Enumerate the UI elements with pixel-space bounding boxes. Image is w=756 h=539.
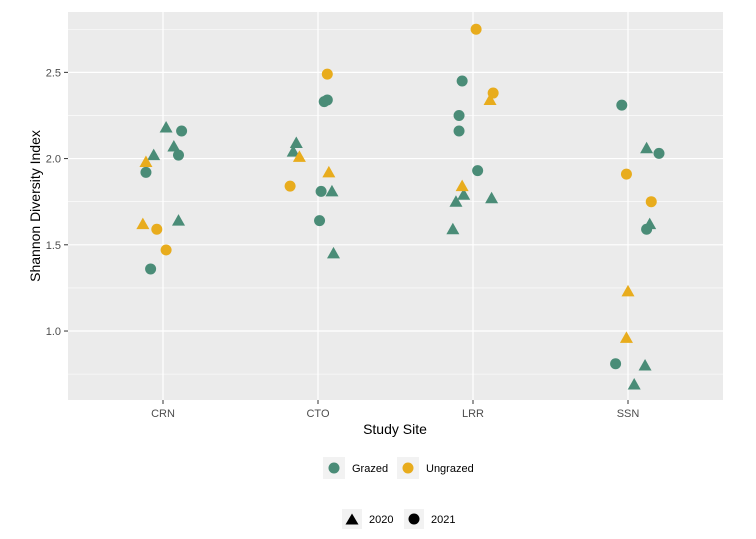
data-point-grazed-2021-cto [315, 185, 327, 197]
x-tick-label: CRN [151, 408, 175, 420]
data-point-grazed-2021-ssn [653, 147, 665, 159]
data-point-grazed-2020-cto [289, 136, 303, 149]
data-point-grazed-2020-crn [172, 214, 185, 226]
data-point-ungrazed-2020-crn [139, 155, 153, 168]
y-tick-label: 2.0 [46, 154, 61, 166]
data-point-grazed-2020-lrr [457, 188, 471, 200]
data-point-grazed-2021-crn [173, 149, 184, 161]
data-point-ungrazed-2020-lrr [483, 93, 497, 105]
legend-shape: 2020 2021 [342, 509, 455, 529]
x-tick-label: CTO [306, 408, 329, 420]
data-point-ungrazed-2020-cto [292, 150, 306, 162]
data-point-grazed-2021-crn [145, 263, 157, 275]
y-tick-label: 1.5 [46, 240, 61, 252]
data-point-grazed-2020-ssn [627, 377, 641, 390]
data-point-grazed-2021-cto [314, 215, 326, 227]
data-point-grazed-2021-ssn [616, 99, 628, 111]
data-point-ungrazed-2020-ssn [619, 331, 633, 343]
data-point-grazed-2020-lrr [485, 191, 499, 204]
x-tick-label: LRR [462, 408, 484, 420]
y-tick-label: 2.5 [46, 67, 61, 79]
data-point-grazed-2020-ssn [640, 141, 654, 154]
data-point-ungrazed-2021-cto [284, 180, 296, 192]
x-tick-label: SSN [617, 408, 640, 420]
data-point-grazed-2021-lrr [453, 109, 465, 121]
data-point-grazed-2020-crn [147, 148, 161, 161]
data-point-ungrazed-2021-crn [151, 223, 163, 235]
data-point-grazed-2021-cto [321, 94, 333, 106]
data-point-grazed-2021-ssn [610, 358, 622, 370]
data-point-ungrazed-2021-ssn [645, 196, 657, 208]
y-axis: 1.0 1.5 2.0 2.5 [46, 67, 68, 338]
data-point-grazed-2020-cto [286, 145, 300, 157]
legend-swatch-ungrazed [402, 462, 414, 474]
data-point-ungrazed-2021-lrr [487, 87, 499, 99]
data-point-grazed-2020-crn [167, 140, 181, 152]
data-point-grazed-2021-crn [176, 125, 188, 137]
data-point-grazed-2021-lrr [456, 75, 468, 87]
data-point-ungrazed-2021-cto [321, 68, 333, 80]
x-axis-title: Study Site [363, 421, 427, 437]
data-point-ungrazed-2021-ssn [620, 168, 632, 180]
data-point-grazed-2020-cto [325, 184, 339, 197]
legend-swatch-grazed [328, 462, 340, 474]
data-point-ungrazed-2020-ssn [621, 284, 635, 297]
legend-swatch-2020 [345, 513, 359, 525]
data-point-grazed-2020-crn [159, 121, 173, 133]
legend-color: Grazed Ungrazed [323, 457, 474, 479]
data-point-grazed-2021-ssn [641, 223, 653, 235]
data-point-ungrazed-2021-lrr [470, 23, 482, 35]
legend-label-grazed: Grazed [352, 463, 388, 475]
data-point-grazed-2020-lrr [446, 222, 460, 235]
data-point-ungrazed-2021-crn [160, 244, 172, 256]
plot-panel [68, 12, 723, 400]
y-tick-label: 1.0 [46, 326, 61, 338]
y-axis-title: Shannon Diversity Index [27, 130, 43, 282]
legend-label-2021: 2021 [431, 514, 455, 526]
legend-swatch-2021 [408, 513, 420, 525]
data-point-grazed-2020-cto [327, 246, 340, 259]
data-point-grazed-2021-lrr [453, 125, 465, 137]
data-point-grazed-2021-lrr [472, 165, 484, 177]
data-point-grazed-2020-ssn [638, 359, 652, 371]
data-point-ungrazed-2020-lrr [455, 179, 469, 192]
data-point-ungrazed-2020-cto [322, 165, 336, 178]
points-layer [136, 23, 665, 390]
legend-label-ungrazed: Ungrazed [426, 463, 474, 475]
data-point-grazed-2020-lrr [449, 195, 463, 207]
legend-label-2020: 2020 [369, 514, 393, 526]
data-point-grazed-2021-crn [140, 166, 152, 178]
x-axis: CRN CTO LRR SSN [151, 400, 639, 420]
data-point-ungrazed-2020-crn [136, 217, 150, 230]
